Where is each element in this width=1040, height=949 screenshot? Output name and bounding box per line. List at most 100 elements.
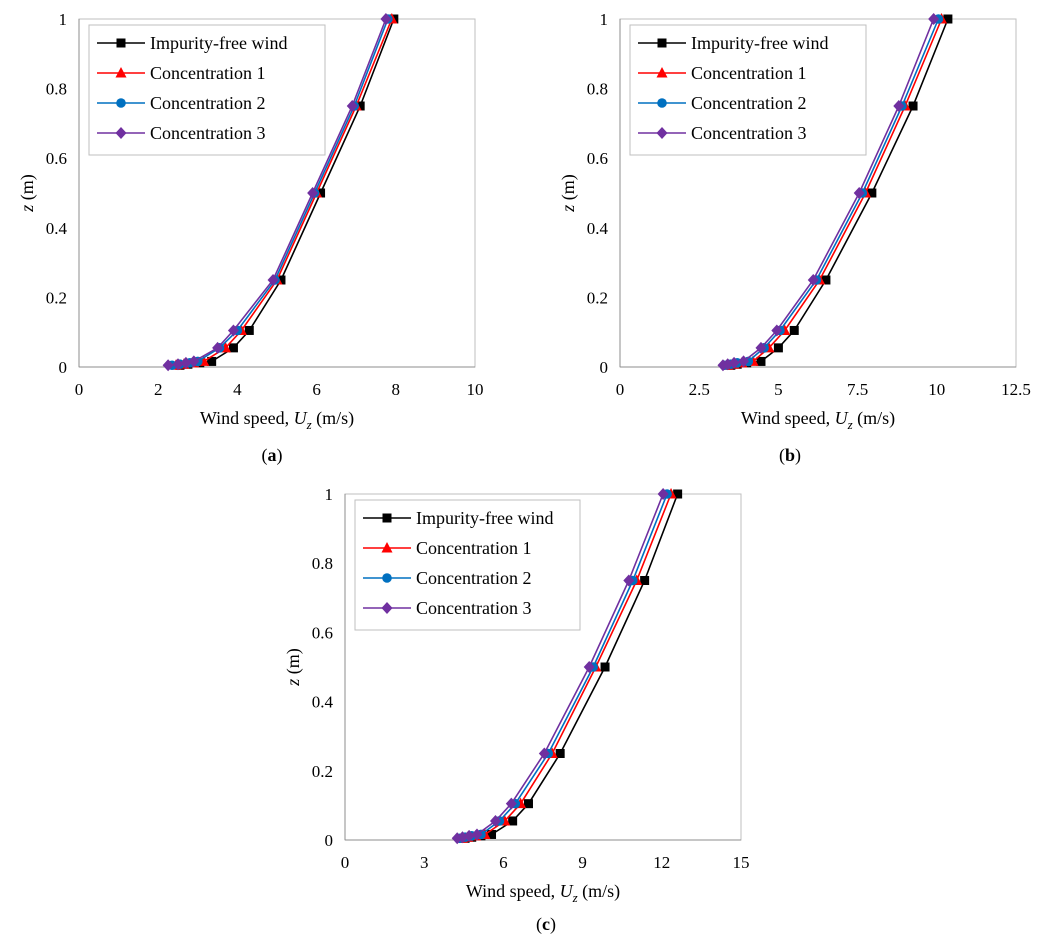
data-point-marker — [489, 814, 501, 827]
data-point-marker — [789, 325, 799, 335]
data-point-marker — [227, 324, 239, 337]
legend-marker — [115, 67, 127, 78]
legend-label: Concentration 3 — [150, 123, 265, 143]
x-axis-label-prefix: Wind speed, — [466, 881, 560, 901]
data-point-marker — [463, 829, 475, 842]
y-tick-label: 0.4 — [587, 219, 609, 238]
data-point-marker — [867, 188, 877, 198]
y-tick-label: 1 — [600, 10, 609, 29]
legend-entry: Concentration 2 — [638, 93, 806, 113]
legend-label: Impurity-free wind — [691, 33, 828, 53]
data-point-marker — [355, 101, 365, 111]
y-tick-label: 0.6 — [312, 623, 333, 642]
data-point-marker — [893, 100, 905, 112]
legend-marker — [116, 98, 126, 108]
x-axis-label-unit: (m/s) — [312, 408, 355, 429]
legend-marker — [382, 573, 392, 583]
y-tick-label: 0.4 — [46, 219, 68, 238]
data-point-marker — [738, 355, 750, 368]
legend-marker — [381, 602, 393, 614]
y-axis-label-variable: z — [558, 205, 578, 213]
x-axis-label: Wind speed, Uz (m/s) — [741, 408, 895, 432]
panel-label-letter: b — [785, 445, 795, 465]
y-tick-label: 0.6 — [46, 149, 67, 168]
x-tick-label: 6 — [312, 380, 321, 399]
data-point-marker — [505, 797, 517, 810]
data-point-marker — [471, 828, 483, 841]
y-tick-label: 0 — [600, 358, 609, 377]
legend-marker — [656, 127, 668, 139]
data-point-marker — [207, 356, 217, 366]
data-point-marker — [267, 274, 279, 286]
x-tick-label: 7.5 — [847, 380, 868, 399]
series-4 — [451, 488, 669, 845]
data-point-marker — [487, 829, 497, 839]
data-point-marker — [943, 14, 953, 24]
data-point-marker — [228, 343, 238, 353]
legend-entry: Concentration 1 — [363, 538, 531, 558]
panel-label-open: ( — [536, 914, 542, 935]
panel-label-open: ( — [779, 445, 785, 466]
data-point-marker — [162, 359, 174, 372]
x-axis-label-prefix: Wind speed, — [741, 408, 835, 428]
panel-label-open: ( — [262, 445, 268, 466]
legend-marker — [657, 98, 667, 108]
panel-label: (a) — [262, 445, 283, 466]
x-axis-label-variable: U — [835, 408, 849, 428]
data-point-marker — [555, 749, 565, 758]
data-point-marker — [821, 275, 831, 285]
data-point-marker — [928, 13, 940, 25]
legend-entry: Impurity-free wind — [363, 508, 553, 528]
panel-label-close: ) — [277, 445, 283, 466]
data-point-marker — [640, 576, 650, 585]
legend: Impurity-free wind Concentration 1 Concent… — [629, 24, 867, 156]
x-tick-label: 10 — [467, 380, 484, 399]
legend-entry: Concentration 2 — [97, 93, 265, 113]
x-tick-label: 12 — [653, 853, 670, 872]
data-point-marker — [807, 274, 819, 286]
data-point-marker — [244, 325, 254, 335]
y-tick-label: 0.8 — [312, 554, 333, 573]
chart-panel-a: 0 2 4 6 8 10 0 0.2 0.4 0.6 0.8 1 Wind speed, Uz (m/s… — [17, 10, 484, 466]
y-axis-label-variable: z — [17, 205, 37, 213]
legend-marker — [656, 67, 668, 78]
data-point-marker — [755, 341, 767, 354]
legend-label: Concentration 2 — [150, 93, 265, 113]
x-axis-label: Wind speed, Uz (m/s) — [200, 408, 354, 432]
legend-entry: Concentration 1 — [97, 63, 265, 83]
data-point-marker — [771, 324, 783, 337]
legend-entry: Concentration 3 — [363, 598, 531, 618]
y-axis-label-unit: (m) — [17, 174, 38, 205]
legend-entry: Concentration 2 — [363, 568, 531, 588]
x-tick-label: 0 — [341, 853, 350, 872]
legend-marker — [381, 542, 393, 553]
data-point-marker — [756, 356, 766, 366]
data-point-marker — [508, 816, 518, 826]
x-axis-label-variable: U — [560, 881, 574, 901]
x-tick-label: 0 — [75, 380, 84, 399]
data-point-marker — [623, 574, 635, 587]
legend-label: Impurity-free wind — [416, 508, 553, 528]
legend-entry: Impurity-free wind — [97, 33, 287, 53]
x-tick-label: 9 — [578, 853, 587, 872]
legend-label: Concentration 2 — [691, 93, 806, 113]
y-axis-label-variable: z — [283, 679, 303, 687]
data-point-marker — [523, 799, 533, 809]
data-point-marker — [188, 355, 200, 368]
panel-label-letter: c — [542, 914, 550, 934]
y-tick-label: 0.2 — [312, 762, 333, 781]
legend-label: Concentration 3 — [691, 123, 806, 143]
legend-entry: Concentration 1 — [638, 63, 806, 83]
y-tick-label: 0 — [325, 831, 334, 850]
x-axis-label-subscript: z — [572, 890, 578, 905]
y-axis-label-unit: (m) — [558, 174, 579, 205]
series-4 — [162, 13, 392, 372]
x-axis-label-subscript: z — [847, 417, 853, 432]
x-tick-label: 5 — [774, 380, 783, 399]
y-axis-label-unit: (m) — [283, 648, 304, 679]
data-point-marker — [180, 356, 192, 369]
legend-marker — [382, 513, 392, 523]
legend-label: Impurity-free wind — [150, 33, 287, 53]
legend-marker — [116, 38, 126, 48]
